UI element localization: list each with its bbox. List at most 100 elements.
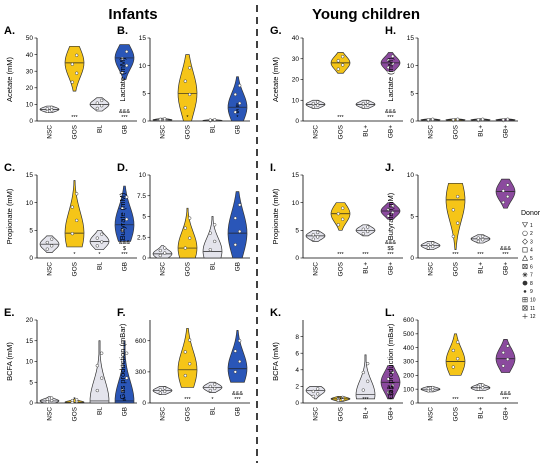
legend-symbol-plus xyxy=(522,313,528,319)
y-axis-label: Butyrate (mM) xyxy=(386,192,395,240)
significance-mark: *** xyxy=(477,397,484,403)
donor-point xyxy=(426,386,430,391)
significance-mark: *** xyxy=(234,397,241,403)
y-tick-label: 10 xyxy=(292,200,300,207)
donor-point xyxy=(481,383,485,387)
x-tick-label: GOS xyxy=(453,261,460,276)
x-tick-label: BL+ xyxy=(363,407,370,419)
donor-point xyxy=(336,223,340,227)
significance-mark: * xyxy=(98,252,101,258)
x-tick-label: GB xyxy=(122,407,129,416)
donor-point xyxy=(50,105,54,110)
x-tick-label: NSC xyxy=(428,125,435,139)
y-tick-label: 30 xyxy=(26,68,34,75)
donor-point xyxy=(366,229,370,234)
significance-mark: * xyxy=(73,397,76,403)
donor-point xyxy=(386,58,390,62)
y-tick-label: 7.5 xyxy=(137,193,146,200)
significance-mark: &&& xyxy=(500,391,511,397)
y-tick-label: 0 xyxy=(410,255,414,262)
donor-point xyxy=(120,388,124,393)
donor-point xyxy=(188,338,192,342)
legend-symbol-square-plus xyxy=(522,297,528,303)
donor-point xyxy=(120,70,124,75)
donor-point xyxy=(341,63,345,67)
donor-point xyxy=(233,216,237,220)
donor-point xyxy=(233,92,237,97)
x-tick-label: BL xyxy=(210,262,217,270)
panel-h: H. 0 5 10 15 Lactate (mM) NSC GOS BL+ GB+ xyxy=(385,25,518,139)
violin-gb xyxy=(227,76,248,122)
donor-point xyxy=(476,118,480,122)
donor-point xyxy=(501,350,505,355)
y-tick-label: 10 xyxy=(292,97,300,104)
donor-point xyxy=(451,234,455,239)
y-tick-label: 0 xyxy=(295,400,299,407)
y-tick-label: 20 xyxy=(292,77,300,84)
x-tick-label: GOS xyxy=(453,406,460,421)
donor-point xyxy=(341,55,345,59)
section-title-young-children: Young children xyxy=(312,6,420,23)
x-tick-label: NSC xyxy=(428,262,435,276)
x-tick-label: GB+ xyxy=(503,125,510,138)
significance-mark: *** xyxy=(502,252,509,258)
donor-point xyxy=(125,195,129,199)
donor-point xyxy=(431,241,435,245)
y-axis-label: Propionate (mM) xyxy=(271,188,280,244)
donor-point xyxy=(45,107,49,111)
donor-point xyxy=(125,217,129,221)
donor-point xyxy=(75,218,79,223)
x-tick-label: BL+ xyxy=(363,262,370,274)
donor-point xyxy=(188,362,192,366)
x-tick-label: NSC xyxy=(428,407,435,421)
x-tick-label: NSC xyxy=(160,407,167,421)
y-tick-label: 10 xyxy=(26,200,34,207)
significance-mark: &&& xyxy=(119,240,130,246)
donor-point xyxy=(476,387,480,391)
violin-gos xyxy=(330,202,351,231)
y-tick-label: 0 xyxy=(142,255,146,262)
panel-l: L. 0 100 200 300 400 500 600 Gas production (mBa… xyxy=(385,307,518,421)
donor-point xyxy=(456,117,460,121)
y-tick-label: 15 xyxy=(407,35,415,42)
donor-point xyxy=(506,194,510,199)
x-tick-label: GB+ xyxy=(388,407,395,420)
x-tick-label: NSC xyxy=(47,262,54,276)
x-tick-label: GOS xyxy=(72,406,79,421)
y-axis-label: Gas production (mBar) xyxy=(118,323,127,399)
panel-letter: C. xyxy=(4,162,15,174)
donor-point xyxy=(208,248,212,252)
violin-gos xyxy=(64,45,85,92)
y-tick-label: 50 xyxy=(26,35,34,42)
donor-point xyxy=(50,108,54,112)
donor-point xyxy=(311,105,315,109)
legend-label: 4 xyxy=(530,248,533,254)
x-tick-label: GB xyxy=(122,262,129,271)
panel-g: G. 0 10 20 30 40 Acetate (mM) NSC GOS *** BL+ GB+ &&… xyxy=(270,25,403,139)
x-tick-label: GOS xyxy=(338,261,345,276)
y-axis-label: Butyrate (mM) xyxy=(118,192,127,240)
donor-point xyxy=(238,339,242,343)
y-tick-label: 0 xyxy=(29,400,33,407)
x-tick-label: GOS xyxy=(453,124,460,139)
violin-gb-plus xyxy=(495,339,516,373)
donor-point xyxy=(366,362,370,366)
significance-mark: $$ xyxy=(387,391,393,397)
legend-label: 1 xyxy=(530,223,533,229)
legend-label: 8 xyxy=(530,281,533,287)
y-tick-label: 0 xyxy=(410,400,414,407)
donor-point xyxy=(476,239,480,244)
donor-point xyxy=(366,379,370,383)
donor-point xyxy=(163,246,167,250)
donor-point xyxy=(158,248,162,253)
significance-mark: * xyxy=(389,397,392,403)
donor-point xyxy=(316,392,320,396)
y-tick-label: 400 xyxy=(403,345,414,352)
violin-gb xyxy=(114,185,135,242)
y-tick-label: 10 xyxy=(26,102,34,109)
y-axis-label: Acetate (mM) xyxy=(5,56,14,102)
x-tick-label: BL xyxy=(210,125,217,133)
donor-point xyxy=(188,66,192,70)
significance-mark: &&& xyxy=(232,391,243,397)
panel-letter: D. xyxy=(117,162,128,174)
